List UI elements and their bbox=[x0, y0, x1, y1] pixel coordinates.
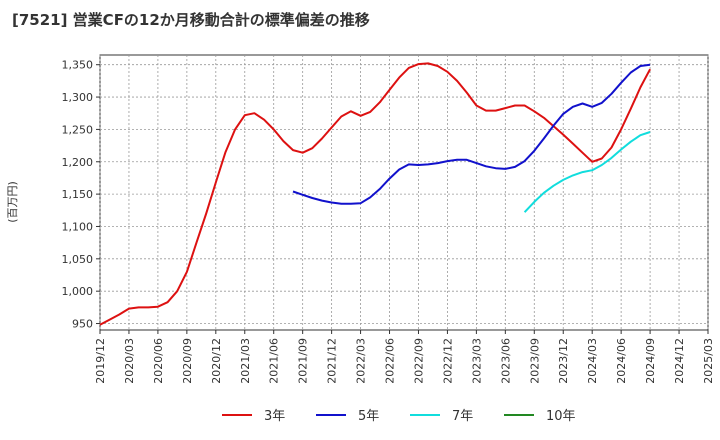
legend-label-7年: 7年 bbox=[452, 409, 473, 424]
plot-area bbox=[99, 54, 709, 331]
x-tick-label: 2019/12 bbox=[94, 338, 107, 384]
x-tick-label: 2021/12 bbox=[326, 338, 339, 384]
x-tick-label: 2024/09 bbox=[644, 338, 657, 384]
series-lines bbox=[99, 62, 651, 326]
y-tick-label: 1,300 bbox=[62, 91, 94, 104]
legend-label-10年: 10年 bbox=[546, 409, 576, 424]
x-tick-label: 2022/06 bbox=[384, 338, 397, 384]
series-line-7年 bbox=[523, 131, 651, 213]
y-tick-label: 1,350 bbox=[62, 59, 94, 72]
x-tick-label: 2023/09 bbox=[528, 338, 541, 384]
y-tick-label: 1,050 bbox=[62, 253, 94, 266]
x-tick-label: 2020/09 bbox=[181, 338, 194, 384]
y-axis: 950 1,000 1,050 1,100 1,150 1,200 1,250 1,300 1,… bbox=[62, 59, 100, 331]
x-axis: 2019/12 2020/03 2020/06 2020/09 2020/12 2021/… bbox=[94, 330, 715, 384]
x-tick-label: 2021/09 bbox=[297, 338, 310, 384]
y-tick-label: 950 bbox=[72, 318, 93, 331]
x-tick-label: 2023/03 bbox=[470, 338, 483, 384]
series-line-5年 bbox=[292, 63, 651, 205]
legend: 3年 5年 7年 10年 bbox=[222, 409, 576, 424]
x-tick-label: 2022/03 bbox=[355, 338, 368, 384]
series-line-3年 bbox=[99, 62, 651, 326]
x-tick-label: 2025/03 bbox=[702, 338, 715, 384]
y-tick-label: 1,150 bbox=[62, 188, 94, 201]
y-tick-label: 1,200 bbox=[62, 156, 94, 169]
x-tick-label: 2023/12 bbox=[557, 338, 570, 384]
x-tick-label: 2020/12 bbox=[210, 338, 223, 384]
x-tick-label: 2022/09 bbox=[412, 338, 425, 384]
legend-label-5年: 5年 bbox=[358, 409, 379, 424]
y-tick-label: 1,100 bbox=[62, 220, 94, 233]
x-tick-label: 2024/06 bbox=[615, 338, 628, 384]
y-tick-label: 1,000 bbox=[62, 285, 94, 298]
legend-label-3年: 3年 bbox=[264, 409, 285, 424]
x-tick-label: 2020/03 bbox=[123, 338, 136, 384]
x-tick-label: 2021/06 bbox=[268, 338, 281, 384]
x-tick-label: 2023/06 bbox=[499, 338, 512, 384]
y-axis-label: (百万円) bbox=[6, 181, 19, 223]
x-tick-label: 2024/12 bbox=[673, 338, 686, 384]
x-tick-label: 2020/06 bbox=[152, 338, 165, 384]
chart-title: [7521] 営業CFの12か月移動合計の標準偏差の推移 bbox=[12, 11, 370, 29]
x-tick-label: 2022/12 bbox=[441, 338, 454, 384]
x-tick-label: 2021/03 bbox=[239, 338, 252, 384]
x-tick-label: 2024/03 bbox=[586, 338, 599, 384]
gridlines bbox=[99, 55, 709, 330]
y-tick-label: 1,250 bbox=[62, 123, 94, 136]
